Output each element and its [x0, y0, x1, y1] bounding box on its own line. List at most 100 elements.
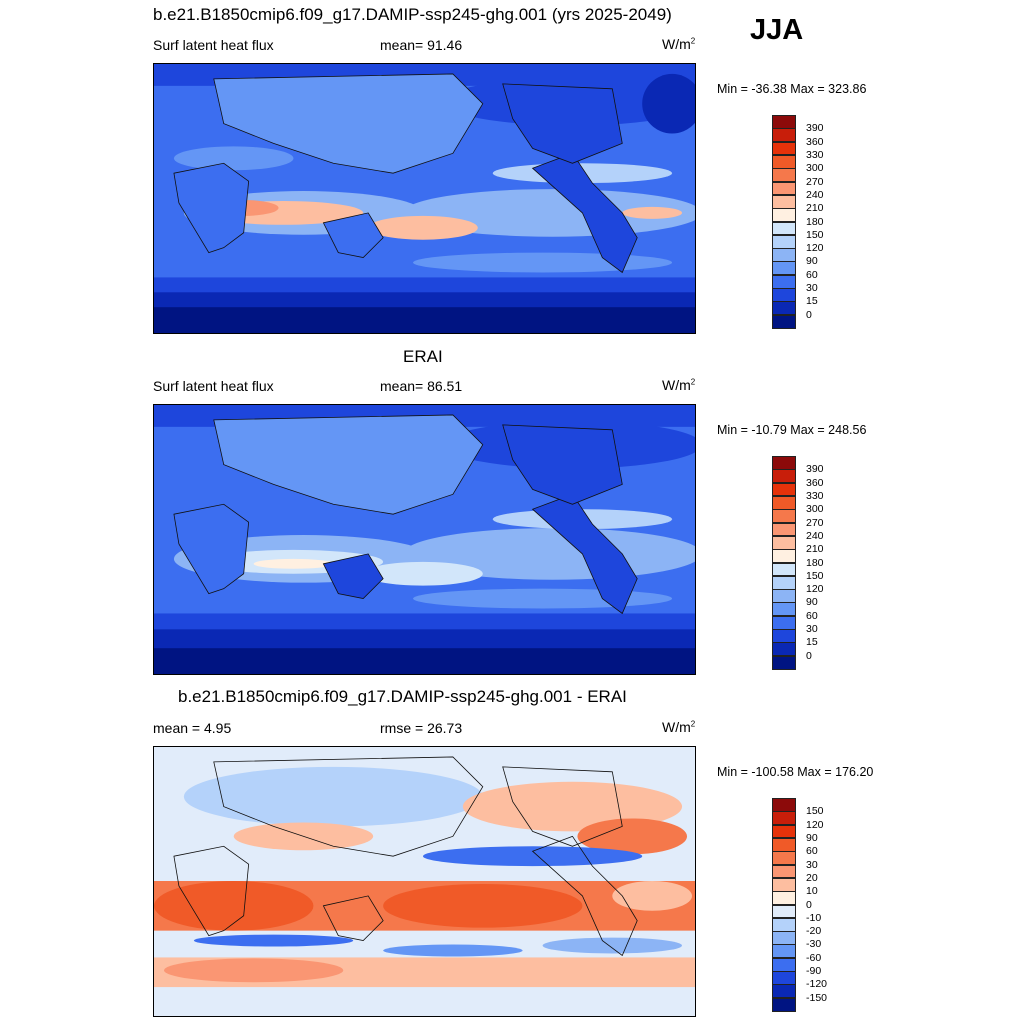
panel1-units: W/m2 — [662, 36, 696, 52]
panel1-map — [153, 63, 696, 334]
colorbar-swatch — [772, 837, 796, 852]
colorbar-swatch — [772, 851, 796, 866]
panel1-title: b.e21.B1850cmip6.f09_g17.DAMIP-ssp245-gh… — [153, 5, 672, 24]
colorbar-tick-label: 90 — [806, 596, 818, 609]
colorbar-swatch — [772, 181, 796, 196]
colorbar-tick-label: 270 — [806, 175, 824, 188]
colorbar-tick-label: 210 — [806, 202, 824, 215]
colorbar-swatch — [772, 549, 796, 563]
colorbar-swatch — [772, 931, 796, 945]
colorbar-swatch — [772, 154, 796, 169]
colorbar-swatch — [772, 877, 796, 892]
colorbar-tick-label: 0 — [806, 898, 812, 911]
colorbar-swatch — [772, 208, 796, 222]
colorbar-tick-label: 15 — [806, 295, 818, 308]
colorbar-swatch — [772, 891, 796, 905]
colorbar-swatch — [772, 971, 796, 985]
panel3-map — [153, 746, 696, 1017]
colorbar-tick-label: 270 — [806, 516, 824, 529]
colorbar-swatch — [772, 655, 796, 670]
colorbar-swatch — [772, 984, 796, 999]
panel3-units: W/m2 — [662, 719, 696, 735]
colorbar-swatch — [772, 314, 796, 329]
colorbar-swatch — [772, 469, 796, 484]
colorbar-tick-label: 390 — [806, 463, 824, 476]
colorbar-swatch — [772, 602, 796, 617]
colorbar-swatch — [772, 456, 796, 470]
panel3-mean-label: mean = 4.95 — [153, 720, 232, 736]
season-label: JJA — [750, 14, 804, 46]
colorbar-swatch — [772, 509, 796, 524]
colorbar-swatch — [772, 248, 796, 262]
colorbar-tick-label: 240 — [806, 529, 824, 542]
colorbar-tick-label: 360 — [806, 476, 824, 489]
colorbar-tick-label: -20 — [806, 925, 822, 938]
colorbar-swatch — [772, 274, 796, 289]
colorbar-swatch — [772, 904, 796, 919]
panel2-map — [153, 404, 696, 675]
colorbar-tick-label: 30 — [806, 282, 818, 295]
panel2-title: ERAI — [403, 347, 443, 366]
colorbar-swatch — [772, 141, 796, 156]
colorbar-tick-label: 120 — [806, 818, 824, 831]
colorbar-swatch — [772, 168, 796, 183]
colorbar-swatch — [772, 522, 796, 537]
colorbar-swatch — [772, 115, 796, 129]
colorbar-tick-label: 90 — [806, 255, 818, 268]
colorbar-tick-label: 180 — [806, 215, 824, 228]
colorbar-swatch — [772, 615, 796, 630]
colorbar-tick-label: 20 — [806, 871, 818, 884]
colorbar-tick-label: 30 — [806, 858, 818, 871]
colorbar-swatch — [772, 301, 796, 316]
colorbar-swatch — [772, 562, 796, 577]
panel2-mean-label: mean= 86.51 — [380, 378, 463, 394]
colorbar-tick-label: 150 — [806, 805, 824, 818]
colorbar-tick-label: -120 — [806, 978, 828, 991]
colorbar-tick-label: 330 — [806, 148, 824, 161]
panel1-mean-label: mean= 91.46 — [380, 37, 463, 53]
colorbar-tick-label: 60 — [806, 609, 818, 622]
colorbar-tick-label: -30 — [806, 938, 822, 951]
panel3-title: b.e21.B1850cmip6.f09_g17.DAMIP-ssp245-gh… — [178, 687, 627, 706]
panel3-minmax: Min = -100.58 Max = 176.20 — [717, 765, 874, 779]
colorbar-swatch — [772, 495, 796, 510]
colorbar-swatch — [772, 589, 796, 603]
colorbar-tick-label: 360 — [806, 135, 824, 148]
colorbar-tick-label: 120 — [806, 242, 824, 255]
colorbar-tick-label: 150 — [806, 228, 824, 241]
colorbar-tick-label: 330 — [806, 489, 824, 502]
colorbar-tick-label: 0 — [806, 649, 812, 662]
colorbar-swatch — [772, 917, 796, 932]
colorbar-swatch — [772, 944, 796, 959]
panel2-minmax: Min = -10.79 Max = 248.56 — [717, 423, 867, 437]
panel1-minmax: Min = -36.38 Max = 323.86 — [717, 82, 867, 96]
panel3-colorbar: 150 120 90 60 30 20 10 0 -10 -20 -30 -60 -90 -120 -150 — [772, 798, 827, 1012]
colorbar-tick-label: 120 — [806, 583, 824, 596]
colorbar-tick-label: -90 — [806, 965, 822, 978]
colorbar-tick-label: 390 — [806, 122, 824, 135]
colorbar-swatch — [772, 864, 796, 879]
colorbar-tick-label: -60 — [806, 951, 822, 964]
colorbar-tick-label: 0 — [806, 308, 812, 321]
colorbar-swatch — [772, 575, 796, 590]
colorbar-tick-label: 150 — [806, 569, 824, 582]
colorbar-tick-label: 300 — [806, 503, 824, 516]
colorbar-swatch — [772, 221, 796, 236]
colorbar-tick-label: -150 — [806, 991, 828, 1004]
colorbar-swatch — [772, 642, 796, 657]
colorbar-tick-label: 30 — [806, 623, 818, 636]
colorbar-swatch — [772, 482, 796, 497]
colorbar-swatch — [772, 288, 796, 302]
colorbar-tick-label: 90 — [806, 831, 818, 844]
panel1-variable-label: Surf latent heat flux — [153, 37, 274, 53]
colorbar-tick-label: 60 — [806, 268, 818, 281]
colorbar-swatch — [772, 824, 796, 839]
colorbar-swatch — [772, 629, 796, 643]
colorbar-swatch — [772, 997, 796, 1012]
colorbar-tick-label: -10 — [806, 911, 822, 924]
colorbar-tick-label: 180 — [806, 556, 824, 569]
colorbar-swatch — [772, 194, 796, 209]
panel2-variable-label: Surf latent heat flux — [153, 378, 274, 394]
colorbar-swatch — [772, 128, 796, 143]
colorbar-tick-label: 240 — [806, 188, 824, 201]
